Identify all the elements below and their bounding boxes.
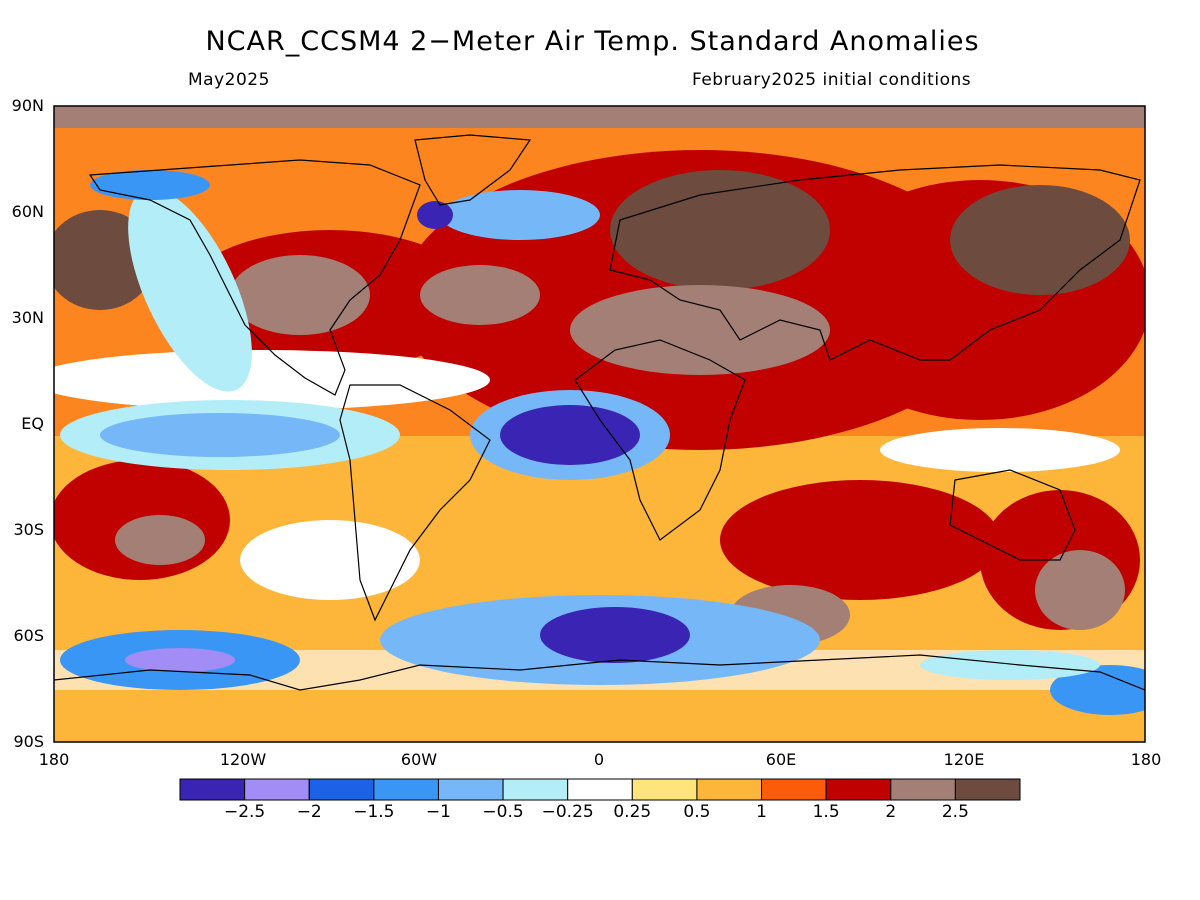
- colorbar-swatch: [244, 778, 310, 801]
- forecast-month: May2025: [188, 70, 270, 90]
- colorbar-tick-label: −0.25: [541, 802, 594, 822]
- colorbar-tick-label: −0.5: [482, 802, 524, 822]
- lat-label-eq: EQ: [21, 414, 44, 433]
- anomaly-field: [54, 106, 1145, 742]
- lat-label-30s: 30S: [13, 520, 44, 539]
- map-frame: [53, 105, 1146, 743]
- colorbar-swatch: [825, 778, 892, 801]
- lon-label-120w: 120W: [219, 750, 267, 769]
- colorbar-swatch: [631, 778, 698, 801]
- colorbar-swatch: [502, 778, 569, 801]
- lon-label-60w: 60W: [400, 750, 438, 769]
- colorbar-tick-label: −2.5: [223, 802, 266, 822]
- colorbar-tick-label: 1.5: [812, 802, 840, 822]
- colorbar-swatch: [373, 778, 439, 801]
- lat-label-90n: 90N: [11, 96, 44, 115]
- colorbar-tick-label: −1.5: [353, 802, 395, 822]
- colorbar-tick-label: 0.5: [683, 802, 711, 822]
- colorbar-swatch: [890, 778, 956, 801]
- initial-conditions: February2025 initial conditions: [692, 70, 972, 90]
- coastlines: [54, 134, 1145, 691]
- colorbar-tick-label: 1: [756, 802, 767, 822]
- lat-label-60n: 60N: [11, 202, 44, 221]
- colorbar: [179, 778, 1021, 801]
- colorbar-swatch: [308, 778, 375, 801]
- lon-label-120e: 120E: [943, 750, 985, 769]
- lon-label-180e: 180: [1130, 750, 1162, 769]
- colorbar-swatch: [437, 778, 504, 801]
- colorbar-swatch: [954, 778, 1021, 801]
- map-title: NCAR_CCSM4 2−Meter Air Temp. Standard An…: [205, 26, 980, 57]
- colorbar-swatch: [179, 778, 246, 801]
- colorbar-tick-label: −2: [296, 802, 322, 822]
- lon-label-0: 0: [593, 750, 605, 769]
- lat-label-60s: 60S: [13, 626, 44, 645]
- colorbar-tick-label: −1: [425, 802, 451, 822]
- colorbar-tick-label: 2: [885, 802, 897, 822]
- colorbar-tick-label: 2.5: [941, 802, 969, 822]
- colorbar-swatch: [567, 778, 633, 801]
- lon-label-180w: 180: [38, 750, 70, 769]
- colorbar-tick-label: 0.25: [613, 802, 652, 822]
- colorbar-swatch: [696, 778, 763, 801]
- lon-label-60e: 60E: [765, 750, 797, 769]
- lat-label-90s: 90S: [13, 732, 44, 751]
- colorbar-swatch: [761, 778, 827, 801]
- lat-label-30n: 30N: [11, 308, 44, 327]
